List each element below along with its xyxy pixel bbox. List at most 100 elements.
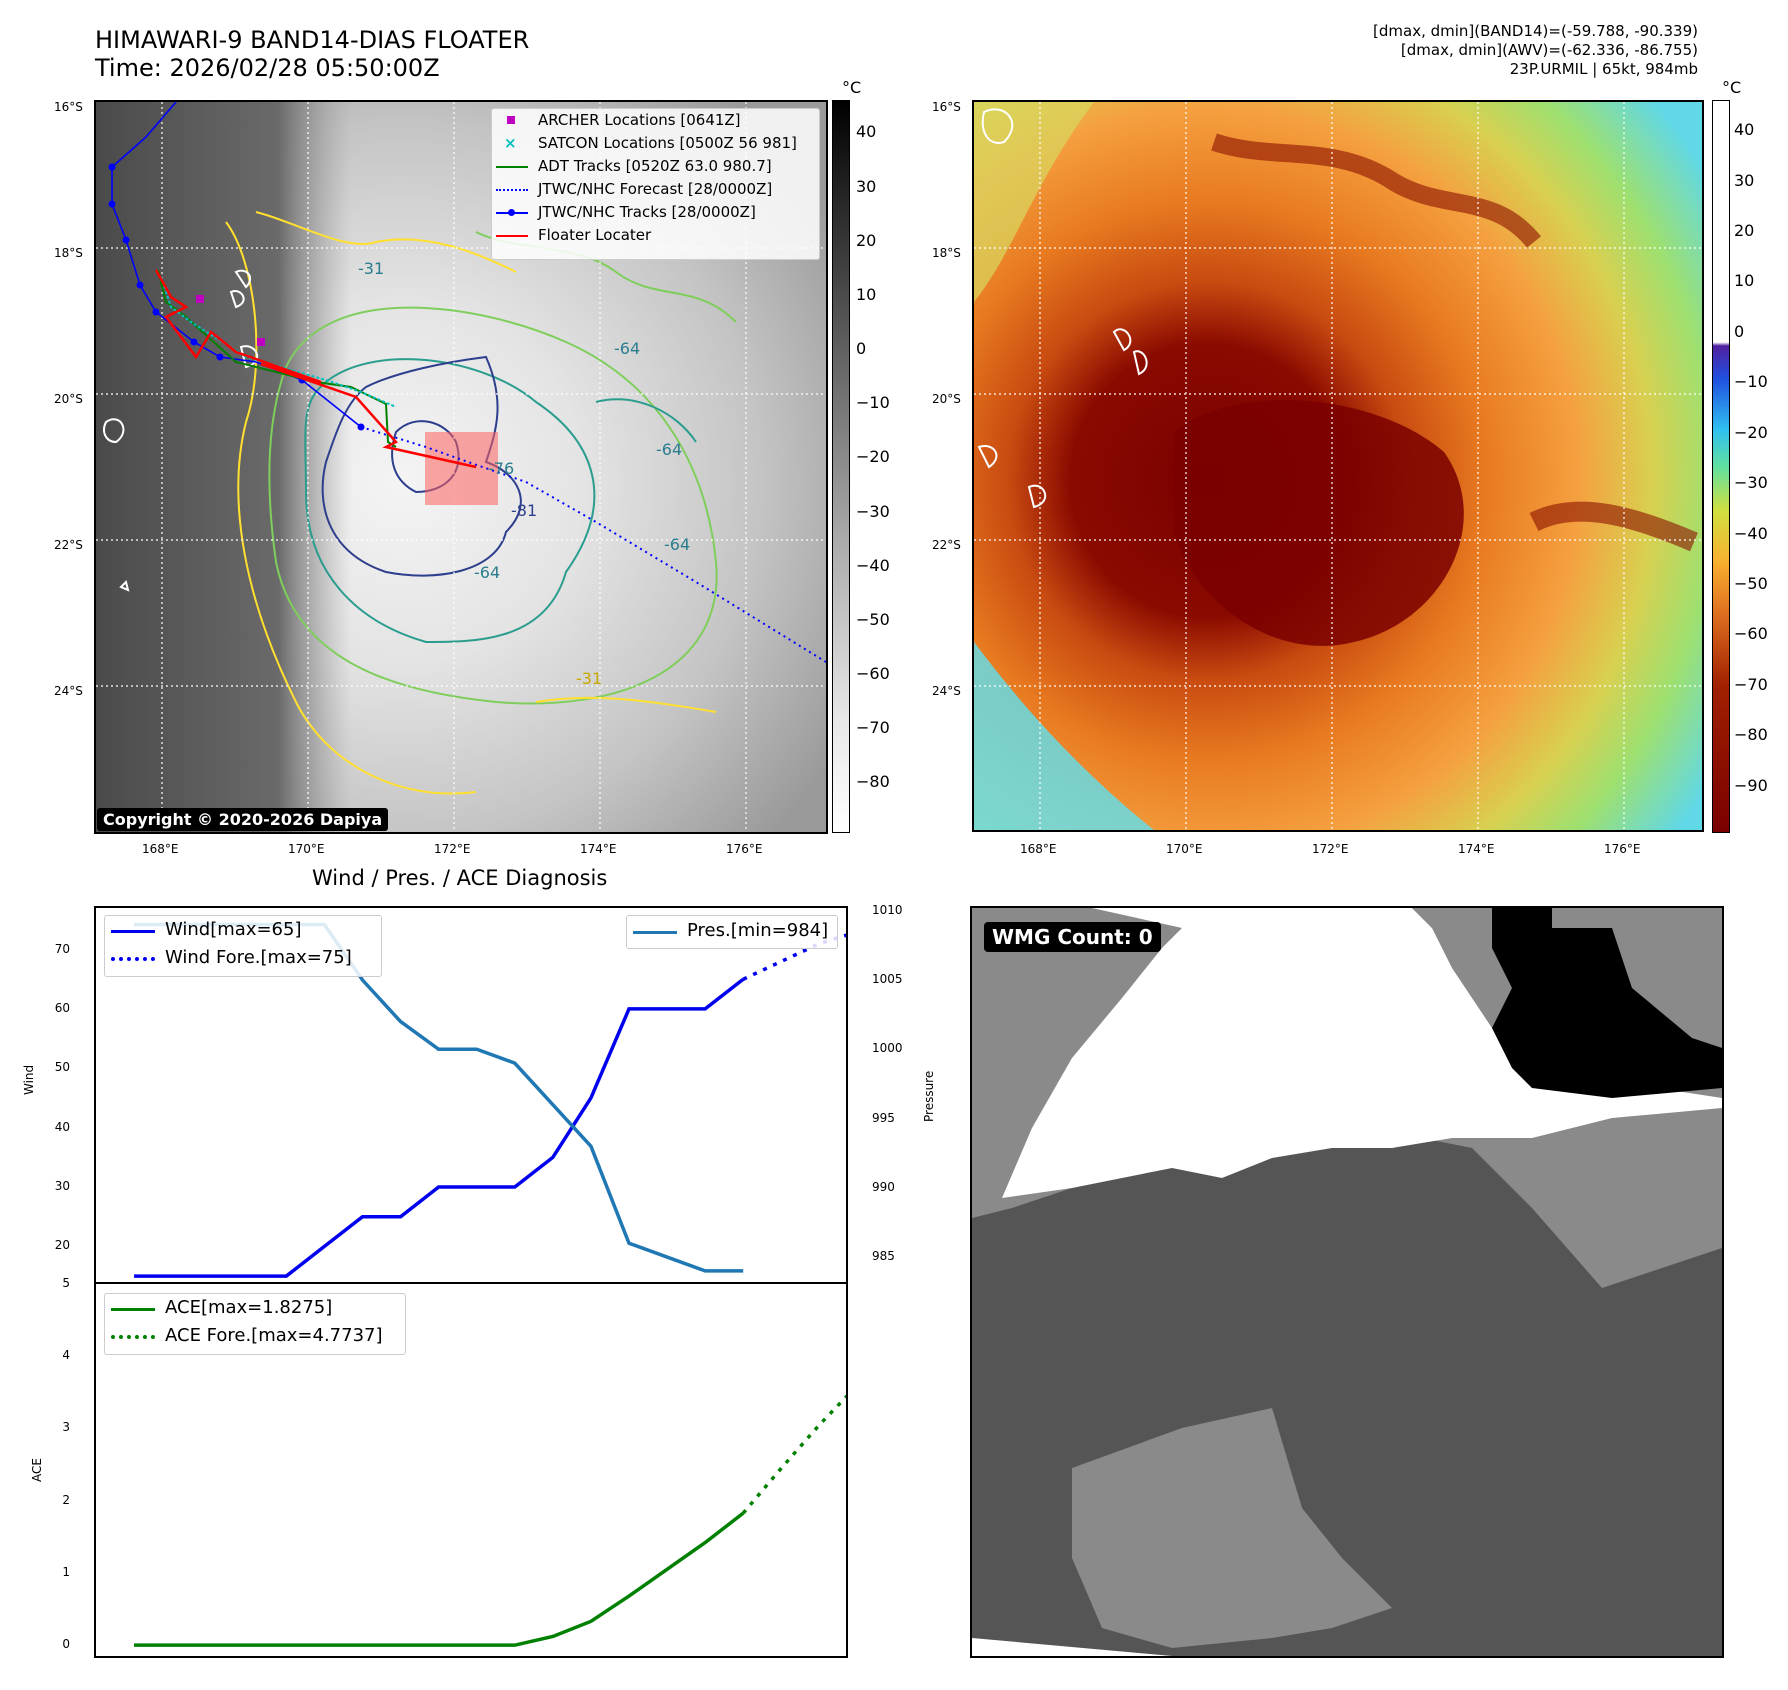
ace-axis-label: ACE — [30, 1458, 44, 1482]
lon-tick: 174°E — [580, 842, 617, 856]
contour-label: -76 — [488, 459, 514, 478]
ace-forecast-line — [741, 1394, 846, 1515]
storm-info: [dmax, dmin](BAND14)=(-59.788, -90.339) … — [1373, 22, 1698, 79]
wind-tick-label: 60 — [54, 1000, 70, 1015]
legend-archer: ARCHER Locations [0641Z] — [492, 109, 819, 132]
lat-tick: 18°S — [54, 246, 83, 260]
wind-pressure-chart: Wind[max=65] Wind Fore.[max=75] Pres.[mi… — [94, 906, 848, 1284]
colorbar-tick: 10 — [856, 284, 877, 304]
lon-tick: 172°E — [1312, 842, 1349, 856]
lat-tick: 22°S — [54, 538, 83, 552]
ace-tick-label: 2 — [62, 1492, 70, 1507]
diagnosis-title: Wind / Pres. / ACE Diagnosis — [312, 866, 608, 890]
colorbar-tick: −70 — [1734, 674, 1768, 694]
lat-tick: 22°S — [932, 538, 961, 552]
colorbar-tick: −30 — [1734, 473, 1768, 493]
title-line-satellite: HIMAWARI-9 BAND14-DIAS FLOATER — [95, 26, 530, 54]
pressure-tick-label: 995 — [872, 1110, 895, 1125]
legend-floater: Floater Locater — [492, 224, 819, 247]
legend-ace-forecast: ACE Fore.[max=4.7737] — [105, 1322, 405, 1350]
figure-title: HIMAWARI-9 BAND14-DIAS FLOATER Time: 202… — [95, 26, 529, 82]
colorbar-tick: −40 — [856, 555, 890, 575]
info-band14-range: [dmax, dmin](BAND14)=(-59.788, -90.339) — [1373, 22, 1698, 40]
contour-label: -31 — [358, 259, 384, 278]
colorbar-tick: −20 — [1734, 422, 1768, 442]
legend-satcon: × SATCON Locations [0500Z 56 981] — [504, 134, 797, 152]
wmg-image — [972, 908, 1722, 1656]
lon-tick: 176°E — [726, 842, 763, 856]
legend-adt: ADT Tracks [0520Z 63.0 980.7] — [492, 155, 819, 178]
wind-legend: Wind[max=65] Wind Fore.[max=75] — [104, 915, 382, 977]
legend-tracks: JTWC/NHC Tracks [28/0000Z] — [492, 201, 819, 224]
pressure-axis-label: Pressure — [922, 1070, 936, 1122]
ace-plot — [134, 1394, 846, 1647]
ace-tick-label: 3 — [62, 1420, 70, 1435]
awv-map-panel — [972, 100, 1704, 832]
colorbar-tick: −70 — [856, 718, 890, 738]
legend-ace: ACE[max=1.8275] — [105, 1294, 405, 1322]
pressure-tick-label: 990 — [872, 1179, 895, 1194]
ace-tick-label: 4 — [62, 1348, 70, 1363]
colorbar-tick: −40 — [1734, 523, 1768, 543]
colorbar-tick: 0 — [856, 339, 867, 359]
contour-label: -64 — [664, 535, 690, 554]
copyright-notice: Copyright © 2020-2026 Dapiya — [97, 808, 389, 831]
lon-tick: 172°E — [434, 842, 471, 856]
lat-tick: 24°S — [932, 684, 961, 698]
contour-label: -31 — [576, 669, 602, 688]
colorbar-tick: 0 — [1734, 321, 1745, 341]
colorbar-tick: −10 — [856, 393, 890, 413]
ace-chart: ACE[max=1.8275] ACE Fore.[max=4.7737] — [94, 1282, 848, 1658]
colorbar-unit: °C — [842, 78, 862, 97]
colorbar-tick: −30 — [856, 501, 890, 521]
colorbar-tick: −90 — [1734, 775, 1768, 795]
lon-tick: 174°E — [1458, 842, 1495, 856]
wmg-count-badge: WMG Count: 0 — [984, 922, 1161, 952]
legend-wind-forecast: Wind Fore.[max=75] — [105, 944, 381, 972]
lon-tick: 168°E — [1020, 842, 1057, 856]
colorbar-tick: 40 — [1734, 120, 1755, 140]
pressure-tick-label: 1000 — [872, 1041, 903, 1056]
colorbar-tick: −20 — [856, 447, 890, 467]
colorbar-tick: −50 — [856, 609, 890, 629]
ace-tick-label: 5 — [62, 1276, 70, 1290]
lon-tick: 170°E — [288, 842, 325, 856]
awv-colorbar — [1712, 100, 1730, 833]
band14-colorbar — [832, 100, 850, 833]
colorbar-tick: −50 — [1734, 573, 1768, 593]
title-line-time: Time: 2026/02/28 05:50:00Z — [95, 54, 440, 82]
legend-wind: Wind[max=65] — [105, 916, 381, 944]
colorbar-tick: 30 — [1734, 170, 1755, 190]
lat-tick: 20°S — [932, 392, 961, 406]
lat-tick: 24°S — [54, 684, 83, 698]
contour-label: -64 — [656, 440, 682, 459]
colorbar-tick: −80 — [1734, 725, 1768, 745]
colorbar-tick: 30 — [856, 176, 877, 196]
colorbar-tick: 20 — [1734, 221, 1755, 241]
colorbar-tick: −60 — [1734, 624, 1768, 644]
pressure-tick-label: 1005 — [872, 972, 903, 987]
lat-tick: 16°S — [54, 100, 83, 114]
pressure-legend: Pres.[min=984] — [626, 915, 838, 949]
wind-tick-label: 30 — [54, 1179, 70, 1194]
colorbar-unit: °C — [1722, 78, 1742, 97]
ace-legend: ACE[max=1.8275] ACE Fore.[max=4.7737] — [104, 1293, 406, 1355]
ace-series-line — [134, 1511, 745, 1647]
wind-tick-label: 20 — [54, 1238, 70, 1253]
legend-forecast: JTWC/NHC Forecast [28/0000Z] — [492, 178, 819, 201]
pressure-tick-label: 985 — [872, 1249, 895, 1264]
lat-tick: 20°S — [54, 392, 83, 406]
contour-label: -81 — [511, 501, 537, 520]
lon-tick: 168°E — [142, 842, 179, 856]
lat-tick: 18°S — [932, 246, 961, 260]
wind-tick-label: 40 — [54, 1119, 70, 1134]
map-legend: ARCHER Locations [0641Z] × SATCON Locatio… — [491, 108, 820, 260]
colorbar-tick: 10 — [1734, 271, 1755, 291]
colorbar-tick: −80 — [856, 772, 890, 792]
contour-label: -64 — [614, 339, 640, 358]
contour-label: -64 — [474, 563, 500, 582]
info-storm-summary: 23P.URMIL | 65kt, 984mb — [1509, 60, 1698, 78]
lon-tick: 170°E — [1166, 842, 1203, 856]
lon-tick: 176°E — [1604, 842, 1641, 856]
ace-tick-label: 1 — [62, 1564, 70, 1579]
